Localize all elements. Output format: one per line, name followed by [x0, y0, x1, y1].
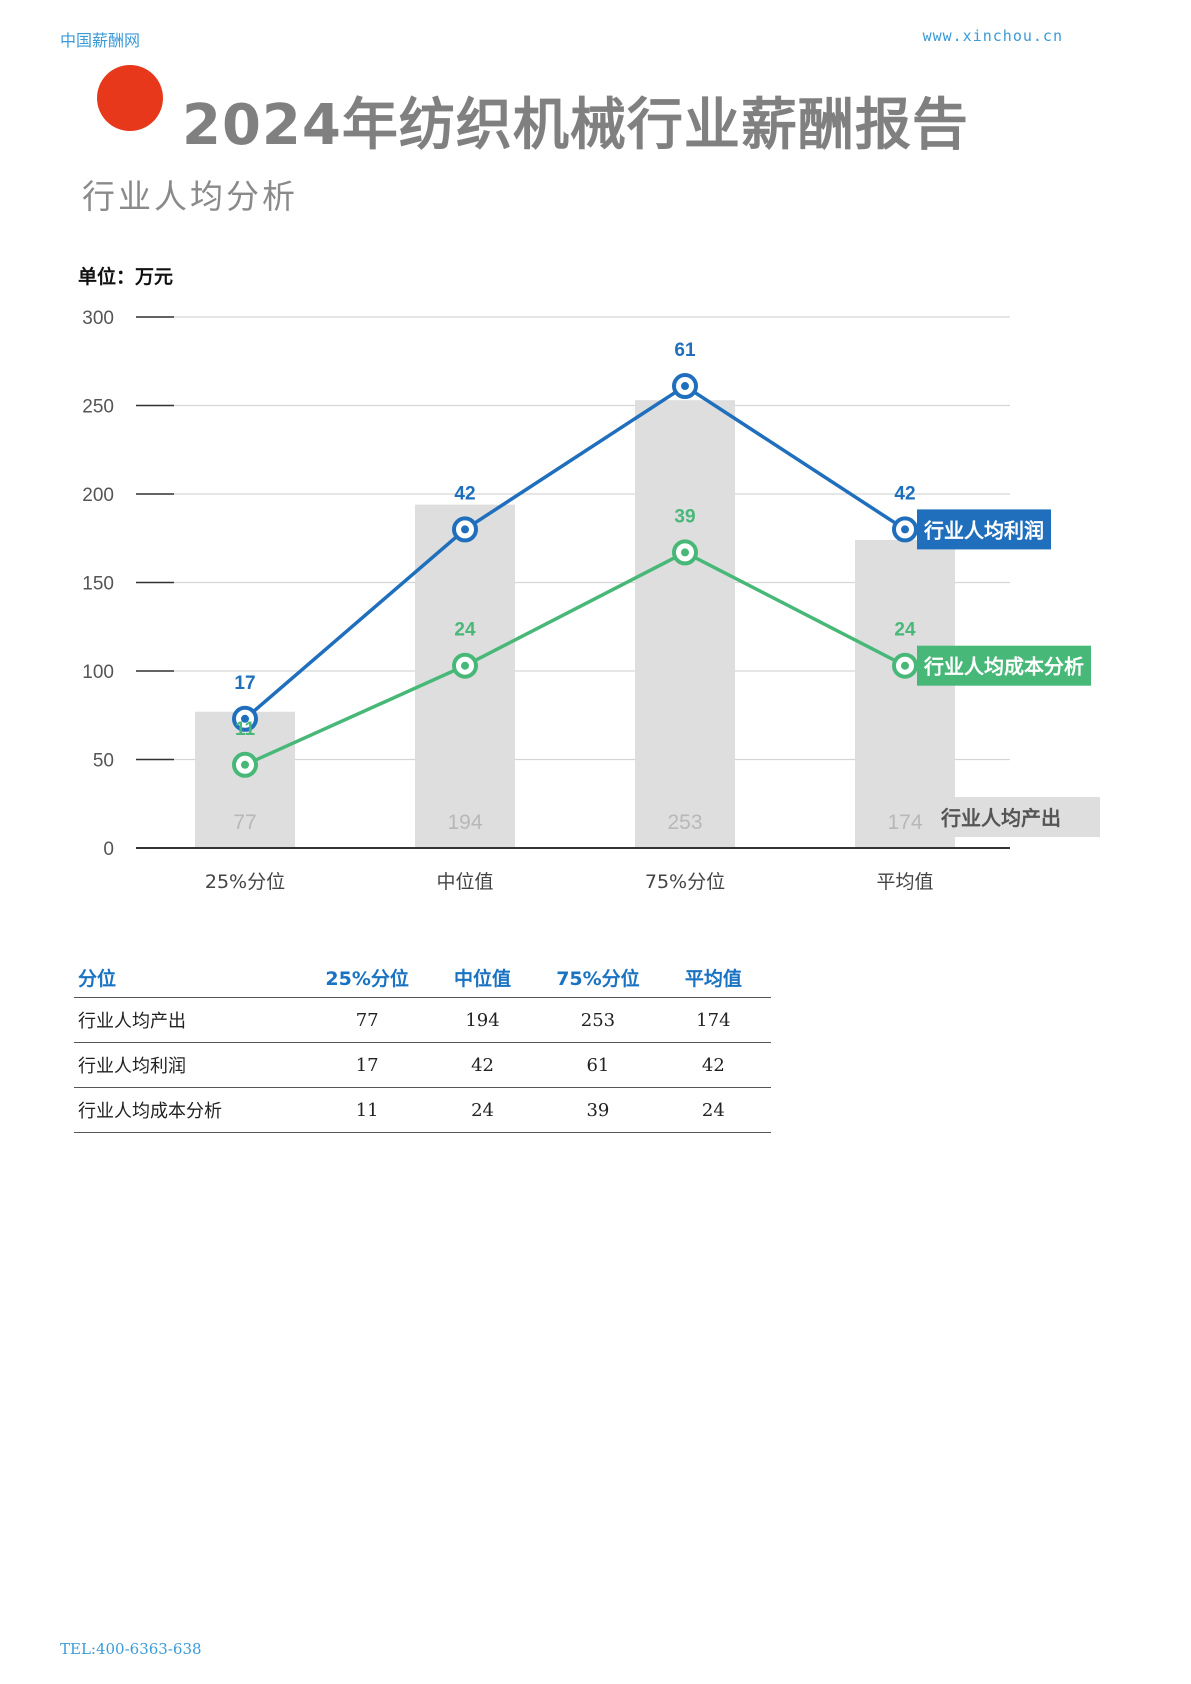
table-cell: 174 [655, 997, 771, 1043]
bar [855, 540, 955, 848]
table-cell: 24 [655, 1087, 771, 1133]
table-cell: 61 [540, 1042, 656, 1088]
table-cell: 17 [309, 1042, 425, 1088]
y-tick-label: 100 [82, 662, 114, 683]
data-point-center [241, 714, 249, 723]
data-label: 24 [894, 620, 916, 641]
table-cell: 77 [309, 997, 425, 1043]
bar-value-label: 174 [887, 811, 922, 834]
data-table: 分位 25%分位 中位值 75%分位 平均值 行业人均产出 77 194 253… [74, 958, 771, 1133]
table-row: 行业人均产出 77 194 253 174 [74, 997, 771, 1043]
table-header-row: 分位 25%分位 中位值 75%分位 平均值 [74, 958, 771, 998]
y-tick-label: 200 [82, 485, 114, 506]
series-label-box [950, 797, 1100, 837]
site-name: 中国薪酬网 [60, 31, 141, 50]
data-point-center [461, 525, 469, 534]
y-tick-label: 150 [82, 574, 114, 595]
x-tick-label: 25%分位 [205, 871, 285, 893]
data-label: 61 [674, 340, 696, 361]
data-point-center [461, 661, 469, 670]
data-point-center [681, 382, 689, 391]
data-label: 39 [674, 506, 695, 527]
table-cell: 42 [655, 1042, 771, 1088]
data-point-center [241, 760, 249, 769]
table-row: 行业人均成本分析 11 24 39 24 [74, 1087, 771, 1133]
table-cell: 行业人均成本分析 [74, 1087, 310, 1133]
bar-value-label: 253 [667, 811, 702, 834]
section-subtitle: 行业人均分析 [82, 177, 298, 216]
bar [195, 711, 295, 848]
series-label-box [917, 645, 1091, 686]
table-cell: 42 [424, 1042, 541, 1088]
table-cell: 11 [309, 1087, 425, 1133]
bar-value-label: 77 [233, 811, 256, 834]
series-label: 行业人均成本分析 [923, 655, 1084, 679]
table-row: 行业人均利润 17 42 61 42 [74, 1042, 771, 1088]
y-tick-label: 0 [103, 839, 114, 860]
y-tick-label: 300 [82, 308, 114, 329]
table-cell: 行业人均产出 [74, 997, 310, 1043]
unit-label: 单位：万元 [78, 266, 174, 288]
table-cell: 194 [424, 997, 541, 1043]
table-cell: 24 [424, 1087, 541, 1133]
data-point-center [681, 548, 689, 557]
series-label: 行业人均产出 [940, 806, 1061, 830]
x-tick-label: 75%分位 [645, 871, 725, 893]
table-header: 分位 [74, 958, 310, 998]
x-tick-label: 中位值 [436, 871, 493, 893]
table-header: 平均值 [655, 958, 771, 998]
table-header: 25%分位 [309, 958, 425, 998]
series-line [243, 383, 906, 721]
data-label: 11 [235, 719, 256, 740]
footer-phone: TEL:400-6363-638 [60, 1640, 202, 1658]
accent-dot [97, 65, 163, 131]
table-cell: 39 [540, 1087, 656, 1133]
table-cell: 253 [540, 997, 656, 1043]
data-label: 24 [454, 620, 476, 641]
x-tick-label: 平均值 [876, 871, 933, 893]
series-label: 行业人均利润 [923, 518, 1044, 542]
table-header: 75%分位 [540, 958, 656, 998]
series-label-box [917, 509, 1051, 550]
table-cell: 行业人均利润 [74, 1042, 310, 1088]
table-header: 中位值 [424, 958, 541, 998]
y-tick-label: 50 [93, 751, 114, 772]
bar [635, 400, 735, 848]
data-point-center [901, 661, 909, 670]
report-title: 2024年纺织机械行业薪酬报告 [182, 93, 969, 158]
bar-value-label: 194 [447, 811, 482, 834]
site-url[interactable]: www.xinchou.cn [922, 27, 1063, 45]
analysis-chart: 0 50 100 150 200 250 300 77 194 253 174 行业人均产出 25%分位… [82, 308, 1100, 893]
y-tick-label: 250 [82, 397, 114, 418]
data-label: 17 [234, 673, 255, 694]
data-point-center [901, 525, 909, 534]
data-label: 42 [454, 483, 475, 504]
data-label: 42 [894, 483, 915, 504]
series-line [244, 550, 906, 767]
